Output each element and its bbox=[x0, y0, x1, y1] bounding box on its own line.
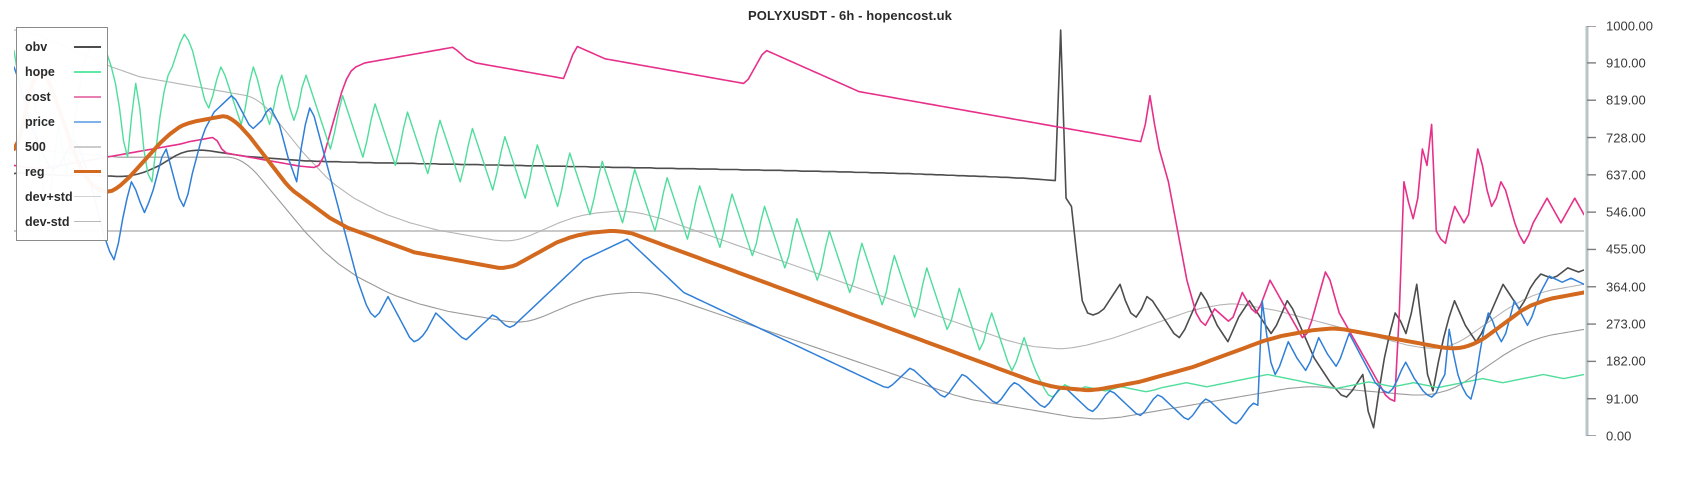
y-axis-tick-label: 910.00 bbox=[1606, 55, 1646, 71]
legend-item-devplusstd[interactable]: dev+std bbox=[25, 184, 101, 209]
y-axis-spine bbox=[1585, 26, 1596, 436]
legend-item-500[interactable]: 500 bbox=[25, 134, 101, 159]
y-axis-tick-label: 364.00 bbox=[1606, 279, 1646, 295]
legend-item-label: obv bbox=[25, 39, 48, 54]
y-axis-tick-label: 455.00 bbox=[1606, 241, 1646, 257]
legend-item-price[interactable]: price bbox=[25, 109, 101, 134]
legend-item-obv[interactable]: obv bbox=[25, 34, 101, 59]
legend-color-swatch bbox=[74, 196, 101, 197]
legend-color-swatch bbox=[74, 95, 101, 98]
legend-color-swatch bbox=[74, 170, 101, 173]
chart-title: POLYXUSDT - 6h - hopencost.uk bbox=[748, 8, 952, 23]
legend-color-swatch bbox=[74, 70, 101, 73]
plot-svg bbox=[14, 26, 1584, 436]
y-axis-tick-label: 546.00 bbox=[1606, 204, 1646, 220]
y-axis-tick-label: 819.00 bbox=[1606, 92, 1646, 108]
legend-color-swatch bbox=[74, 45, 101, 48]
legend-item-label: 500 bbox=[25, 139, 46, 154]
legend-color-swatch bbox=[74, 120, 101, 123]
series-line-hope bbox=[14, 34, 1584, 397]
series-line-obv bbox=[14, 30, 1584, 428]
series-line-cost bbox=[14, 47, 1584, 402]
y-axis: 1000.00 910.00 819.00 728.00 637.00 546.00 455… bbox=[1584, 19, 1700, 444]
legend-item-hope[interactable]: hope bbox=[25, 59, 101, 84]
y-axis-tick-label: 273.00 bbox=[1606, 316, 1646, 332]
legend-item-label: dev+std bbox=[25, 189, 73, 204]
legend-item-reg[interactable]: reg bbox=[25, 159, 101, 184]
y-axis-tick-label: 91.00 bbox=[1606, 391, 1639, 407]
legend-item-cost[interactable]: cost bbox=[25, 84, 101, 109]
y-axis-tick-label: 637.00 bbox=[1606, 167, 1646, 183]
legend-item-label: price bbox=[25, 114, 55, 129]
series-line-devminusstd bbox=[14, 149, 1584, 419]
legend-item-label: reg bbox=[25, 164, 45, 179]
y-axis-tick-label: 0.00 bbox=[1606, 428, 1632, 444]
legend-item-label: hope bbox=[25, 64, 55, 79]
y-axis-tick-label: 1000.00 bbox=[1606, 18, 1653, 34]
legend-item-devminusstd[interactable]: dev-std bbox=[25, 209, 101, 234]
legend-item-label: dev-std bbox=[25, 214, 70, 229]
y-axis-tick-label: 728.00 bbox=[1606, 130, 1646, 146]
plot-area bbox=[14, 26, 1584, 436]
legend-color-swatch bbox=[74, 221, 101, 222]
legend-item-label: cost bbox=[25, 89, 51, 104]
y-axis-tick-label: 182.00 bbox=[1606, 353, 1646, 369]
legend-color-swatch bbox=[74, 145, 101, 148]
series-line-price bbox=[14, 67, 1584, 424]
series-line-reg bbox=[14, 71, 1584, 390]
series-line-devplusstd bbox=[14, 30, 1584, 349]
chart-legend: obv hope cost price 500 reg dev+std dev-std bbox=[16, 27, 108, 241]
